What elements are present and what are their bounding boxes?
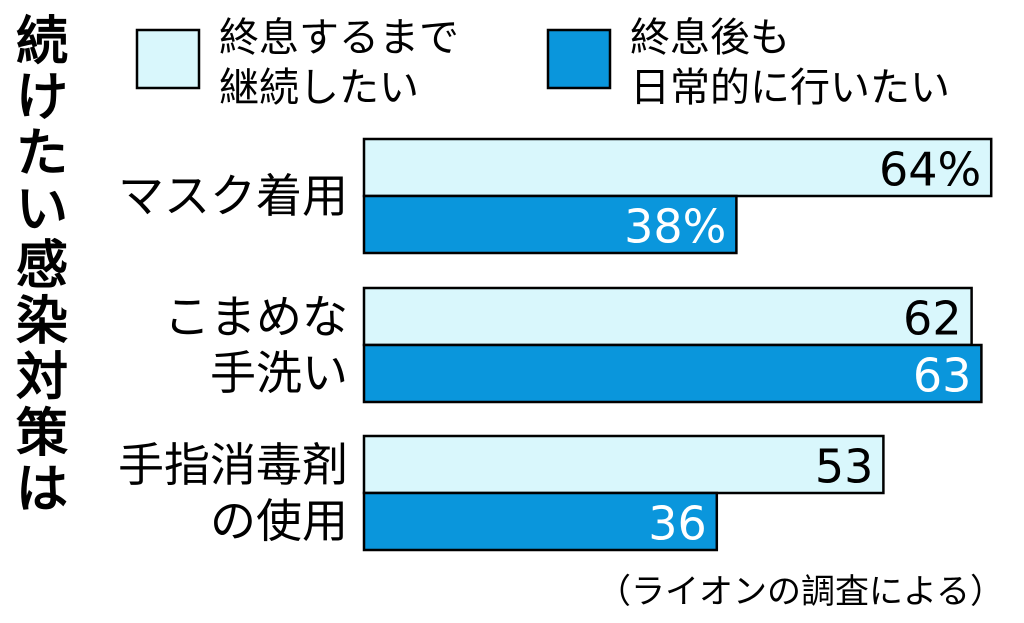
legend-label: 終息するまで [219,15,459,61]
legend-label: 日常的に行いたい [630,65,950,111]
source-note: （ライオンの調査による） [597,572,1004,612]
category-label: こまめな [164,290,348,344]
chart-title-char: け [16,68,68,128]
bar [362,137,993,198]
category-label: 手洗い [210,346,348,400]
bar-value-label: 36 [648,497,707,551]
bar-value-label: 53 [815,440,874,494]
legend-label: 終息後も [630,15,790,61]
chart-title-char: 感 [16,236,68,296]
category-label: の使用 [210,494,348,548]
bar [362,343,983,404]
bar-value-label: 62 [903,292,962,346]
bar-value-label: 38% [624,200,726,254]
bar [362,286,973,347]
chart-title-char: 対 [16,348,68,408]
chart-title-char: は [16,460,68,520]
legend-swatch [546,28,612,90]
chart-title-char: 続 [16,12,68,72]
chart-title-char: た [16,124,68,184]
bar-value-label: 64% [879,143,981,197]
chart-title-char: い [16,180,68,240]
category-label: マスク着用 [118,169,348,223]
category-label: 手指消毒剤 [118,438,348,492]
chart-title-char: 染 [16,292,68,352]
bar [362,434,885,495]
chart-title-char: 策 [16,404,68,464]
bar [362,491,719,552]
bar-value-label: 63 [913,349,972,403]
legend-label: 継続したい [219,65,419,111]
legend-swatch [135,28,201,90]
bar [362,194,738,255]
